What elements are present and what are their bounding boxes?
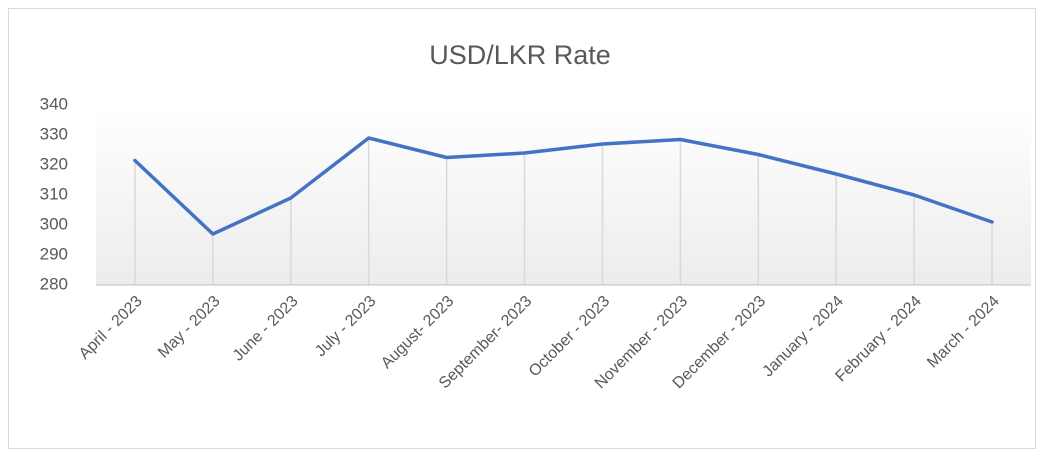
y-tick-label: 310 [40, 184, 68, 203]
plot-area [96, 105, 1031, 285]
line [133, 136, 994, 236]
y-tick-label: 280 [40, 274, 68, 293]
y-tick-label: 330 [40, 124, 68, 143]
chart-title: USD/LKR Rate [429, 40, 611, 70]
y-tick-label: 300 [40, 214, 68, 233]
y-tick-label: 320 [40, 154, 68, 173]
y-tick-label: 340 [40, 94, 68, 113]
y-tick-label: 290 [40, 244, 68, 263]
